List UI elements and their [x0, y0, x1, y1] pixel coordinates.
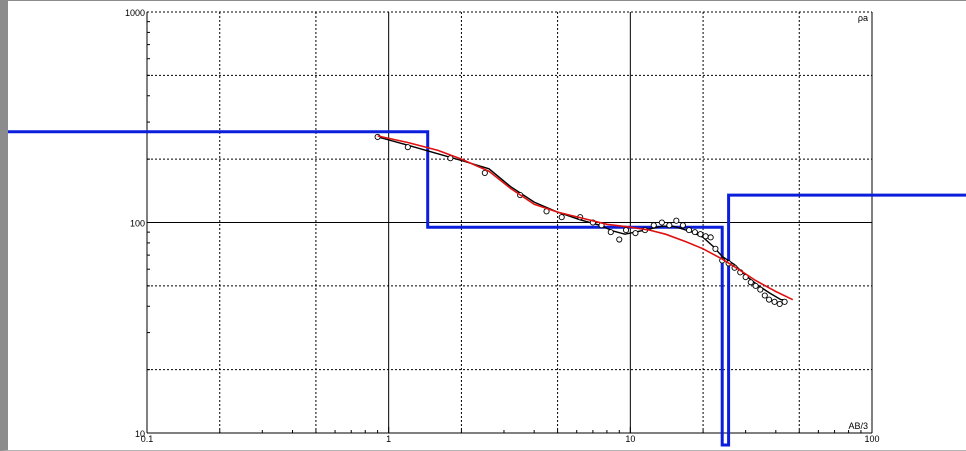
observed-data-point	[632, 230, 639, 237]
observed-data-point	[766, 296, 773, 303]
observed-data-point	[757, 286, 764, 293]
observed-data-point	[616, 236, 623, 243]
observed-data-point	[558, 214, 565, 221]
observed-data-point	[607, 229, 614, 236]
x-tick-label: 1	[386, 434, 391, 444]
x-tick-label: 0.1	[141, 434, 154, 444]
observed-data-point	[702, 233, 709, 240]
observed-data-point	[691, 229, 698, 236]
observed-data-point	[666, 222, 673, 229]
y-tick-label: 10	[135, 429, 145, 439]
fitted-curve-series	[377, 135, 794, 301]
grid-group	[146, 11, 873, 434]
layer-model-series	[8, 130, 966, 447]
x-axis-title: AB/3	[848, 421, 868, 431]
observed-data-point	[752, 282, 759, 289]
observed-data-point	[679, 222, 686, 229]
observed-data-point	[622, 227, 630, 234]
observed-data-point	[761, 292, 768, 299]
observed-points-group	[374, 133, 788, 308]
observed-data-point	[776, 300, 783, 308]
y-tick-label: 100	[130, 219, 145, 229]
observed-data-point	[686, 227, 693, 234]
observed-data-point	[707, 234, 714, 241]
observed-data-point	[673, 217, 680, 224]
y-tick-label: 1000	[125, 8, 145, 18]
x-tick-label: 10	[625, 434, 635, 444]
observed-data-point	[697, 231, 704, 238]
observed-data-point	[404, 144, 411, 151]
observed-data-point	[771, 298, 778, 305]
x-tick-label: 100	[864, 434, 879, 444]
observed-data-point	[781, 298, 788, 305]
y-axis-title: ρa	[858, 13, 868, 23]
observed-data-point	[650, 222, 657, 229]
observed-data-point	[658, 219, 665, 226]
tick-marks-group	[146, 21, 862, 434]
observed-data-point	[712, 245, 719, 252]
observed-data-point	[747, 279, 754, 286]
